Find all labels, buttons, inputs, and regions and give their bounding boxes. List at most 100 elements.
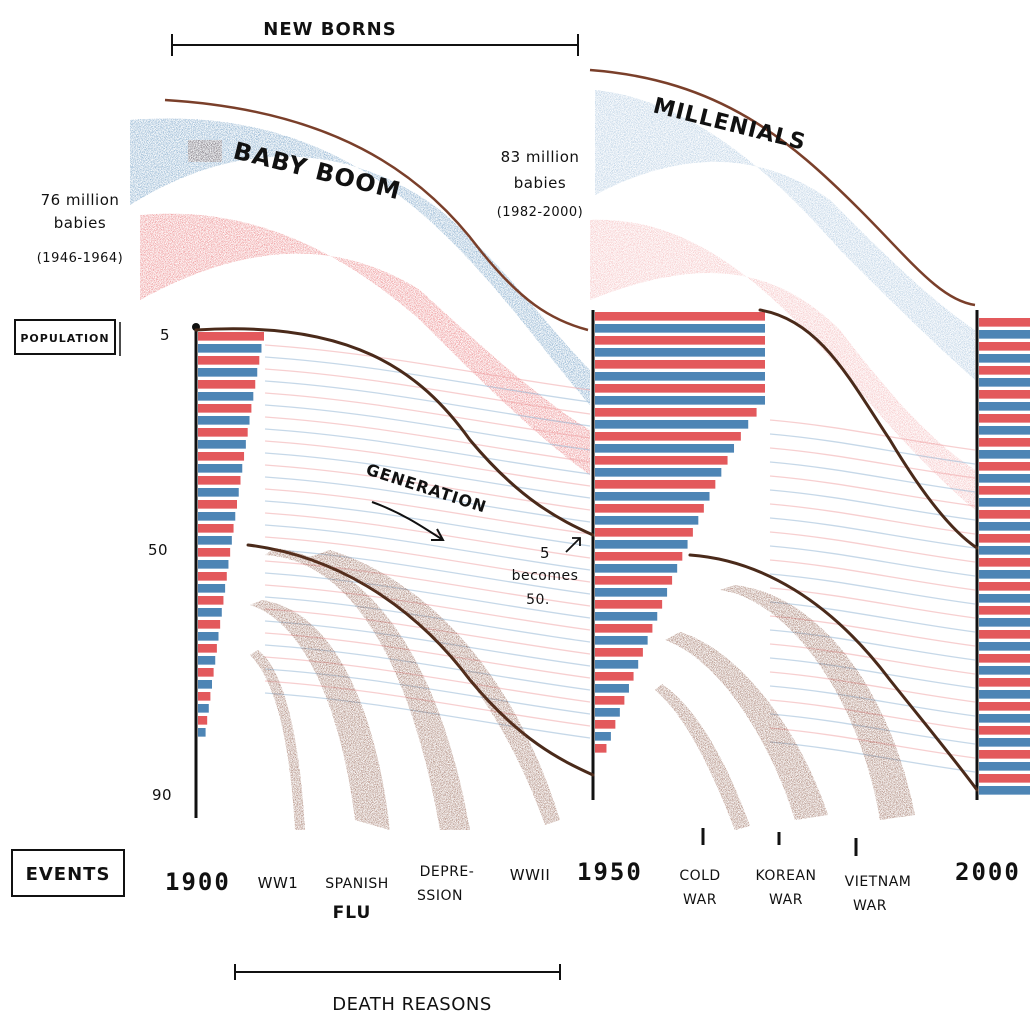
pyramid-bar	[198, 476, 241, 485]
age-tick-90: 90	[152, 786, 172, 804]
age-tick-5: 5	[160, 326, 170, 344]
pyramid-bar	[198, 728, 206, 737]
millenials-blue-band	[595, 90, 975, 380]
pyramid-bar	[979, 618, 1030, 627]
pyramid-bar	[198, 620, 221, 629]
pyramid-bar	[595, 576, 673, 585]
pyramid-bar	[595, 444, 735, 453]
hatch-line	[264, 404, 591, 451]
streak-korean-war	[665, 632, 828, 820]
millenials-note-count: 83 million	[501, 148, 580, 166]
pyramid-bar	[979, 366, 1030, 375]
hatch-line	[264, 476, 591, 523]
pyramid-bar	[198, 584, 226, 593]
pyramid-bar	[979, 522, 1030, 531]
pyramid-bar	[595, 684, 629, 693]
pyramid-bar	[979, 354, 1030, 363]
pyramid-bar	[979, 738, 1030, 747]
pyramid-bar	[979, 318, 1030, 327]
pyramid-bar	[979, 534, 1030, 543]
hatch-line	[264, 392, 591, 439]
event-depression-line1: DEPRE-	[420, 864, 475, 880]
pyramid-bar	[979, 690, 1030, 699]
baby-boom-blue-band	[130, 118, 590, 405]
pyramid-bar	[595, 624, 653, 633]
pyramid-bar	[979, 486, 1030, 495]
hatch-line	[769, 573, 976, 605]
pyramid-bar	[595, 372, 765, 381]
hatch-line	[264, 488, 591, 535]
baby-boom-label: BABY BOOM	[231, 137, 404, 206]
event-tick-marks	[701, 828, 858, 856]
pyramid-bar	[198, 608, 222, 617]
pyramid-bar	[595, 468, 722, 477]
event-korean-war-line1: KOREAN	[755, 868, 816, 884]
pyramid-bar	[595, 408, 757, 417]
pyramid-bar	[979, 630, 1030, 639]
pyramid-bar	[979, 642, 1030, 651]
age-pyramid-1950	[595, 312, 765, 753]
event-vietnam-war-line2: WAR	[853, 898, 887, 914]
becomes-note-50: 50.	[526, 592, 550, 608]
pyramid-bar	[198, 536, 232, 545]
pyramid-bar	[979, 594, 1030, 603]
pyramid-bar	[979, 678, 1030, 687]
streak-spanish-flu	[250, 600, 390, 830]
hatch-line	[769, 517, 976, 549]
pyramid-bar	[198, 488, 239, 497]
event-depression-line2: SSION	[417, 888, 463, 904]
hatch-line	[769, 657, 976, 689]
hatch-line	[769, 559, 976, 591]
generation-arrow	[371, 501, 445, 541]
pyramid-bar	[198, 440, 246, 449]
pyramid-bar	[595, 744, 607, 753]
pyramid-bar	[595, 540, 688, 549]
pyramid-bar	[979, 582, 1030, 591]
pyramid-bar	[979, 390, 1030, 399]
pyramid-bar	[979, 726, 1030, 735]
pyramid-bar	[979, 558, 1030, 567]
event-ww2: WWII	[510, 866, 551, 884]
baby-boom-note-years: (1946-1964)	[37, 251, 124, 266]
events-label-box	[11, 849, 125, 897]
pyramid-bar	[595, 732, 611, 741]
year-2000: 2000	[955, 858, 1021, 886]
pyramid-bar	[595, 384, 765, 393]
pyramid-bar	[979, 666, 1030, 675]
year-1950: 1950	[577, 858, 643, 886]
hatch-line	[769, 475, 976, 507]
death-reason-streaks	[250, 548, 915, 830]
year-1900: 1900	[165, 868, 231, 896]
pyramid-bar	[595, 312, 765, 321]
pyramid-bar	[979, 762, 1030, 771]
hatch-line	[264, 344, 591, 391]
pyramid-bar	[595, 432, 741, 441]
generation-curve-mid-2	[688, 553, 979, 792]
hatch-line	[769, 671, 976, 703]
age-tick-50: 50	[148, 541, 168, 559]
millenials-red-band	[590, 219, 975, 510]
pyramid-bar	[595, 720, 616, 729]
hatch-line	[769, 419, 976, 451]
hatch-line	[769, 461, 976, 493]
millenials-note-years: (1982-2000)	[497, 205, 584, 220]
pyramid-bar	[595, 588, 668, 597]
pyramid-bar	[198, 692, 211, 701]
pyramid-bar	[979, 450, 1030, 459]
pyramid-bar	[595, 528, 693, 537]
pyramid-bar	[198, 500, 238, 509]
pyramid-bar	[198, 680, 213, 689]
hatch-line	[264, 428, 591, 475]
streak-vietnam-war	[720, 585, 915, 820]
pyramid-bar	[595, 516, 699, 525]
streak-depression	[265, 548, 470, 830]
pyramid-bar	[979, 510, 1030, 519]
hatch-line	[264, 536, 591, 583]
pyramid-bar	[595, 480, 716, 489]
pyramid-bar	[198, 656, 216, 665]
age-pyramid-1900	[198, 332, 264, 737]
hatch-line	[264, 416, 591, 463]
millenials-cohort	[589, 68, 976, 510]
pyramid-bar	[198, 464, 243, 473]
pyramid-bar	[979, 570, 1030, 579]
